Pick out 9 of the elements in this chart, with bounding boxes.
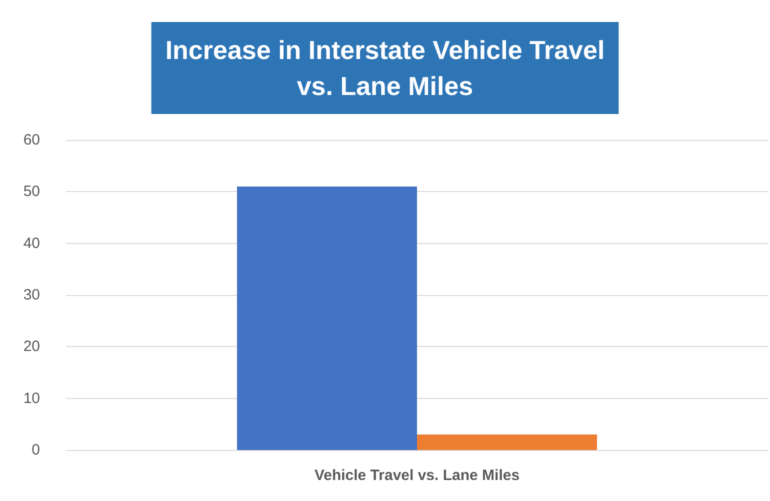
chart-title: Increase in Interstate Vehicle Travel vs. Lane Miles bbox=[165, 35, 605, 101]
y-tick-label: 20 bbox=[23, 338, 40, 356]
y-tick-label: 50 bbox=[23, 183, 40, 200]
y-tick-label: 30 bbox=[23, 286, 40, 304]
y-tick-label: 0 bbox=[32, 442, 40, 458]
y-tick-label: 40 bbox=[23, 234, 40, 252]
y-tick-label: 10 bbox=[23, 390, 40, 407]
x-tick-label: Vehicle Travel vs. Lane Miles bbox=[314, 467, 520, 484]
y-tick-label: 60 bbox=[23, 132, 40, 148]
